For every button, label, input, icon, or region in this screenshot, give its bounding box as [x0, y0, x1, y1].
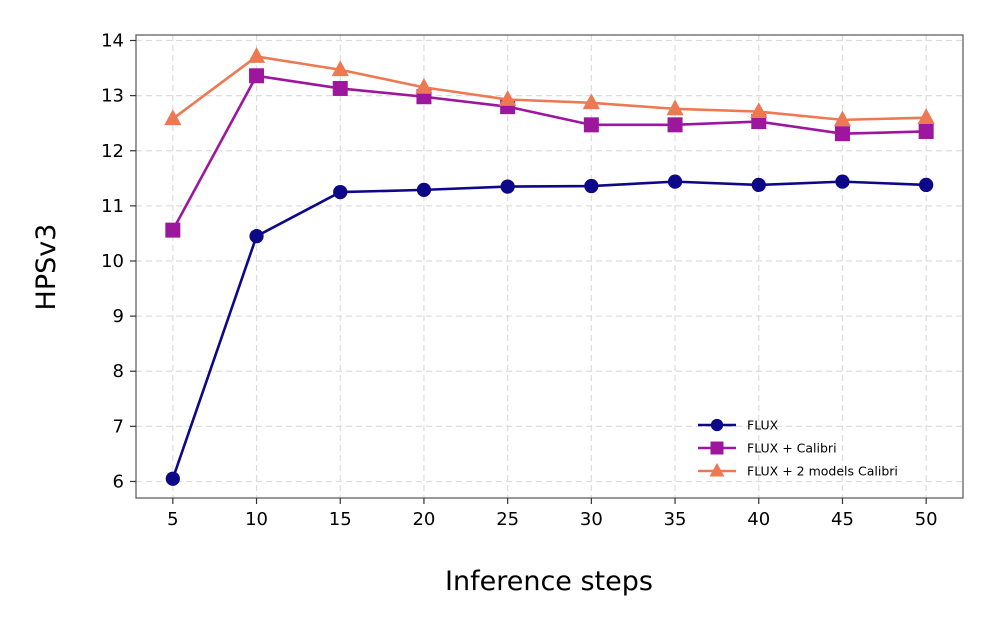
circle-marker	[333, 184, 348, 200]
triangle-marker	[709, 462, 725, 477]
x-tick-label: 35	[664, 509, 687, 530]
square-marker	[583, 117, 599, 133]
triangle-marker	[582, 93, 600, 110]
y-tick-label: 11	[101, 196, 124, 217]
triangle-marker	[499, 90, 517, 106]
square-marker	[249, 68, 265, 84]
triangle-marker	[833, 110, 852, 127]
circle-marker	[249, 229, 264, 244]
square-marker	[165, 222, 181, 238]
x-tick-label: 25	[496, 509, 519, 530]
circle-marker	[751, 177, 766, 193]
legend: FLUX FLUX + Calibri FLUX + 2 models Calibr…	[698, 418, 898, 479]
x-tick-label: 20	[412, 509, 435, 530]
circle-marker	[165, 471, 180, 486]
square-marker	[332, 80, 348, 96]
x-tick-label: 50	[915, 509, 938, 530]
circle-marker	[667, 174, 683, 189]
triangle-marker	[415, 77, 433, 94]
x-tick-label: 15	[329, 509, 352, 530]
y-tick-label: 10	[101, 251, 124, 272]
legend-label: FLUX + 2 models Calibri	[747, 464, 898, 479]
x-tick-label: 45	[831, 509, 854, 530]
x-tick-label: 40	[747, 509, 770, 530]
y-tick-label: 8	[113, 361, 124, 382]
triangle-marker	[331, 60, 349, 77]
y-axis-label: HPSv3	[31, 224, 62, 311]
triangle-marker	[164, 109, 182, 126]
legend-label: FLUX	[747, 418, 779, 433]
x-axis-label: Inference steps	[445, 566, 653, 597]
x-tick-label: 30	[580, 509, 603, 530]
triangle-marker	[666, 99, 684, 116]
y-tick-label: 9	[113, 306, 124, 327]
triangle-marker	[917, 108, 935, 125]
series-line	[172, 55, 927, 122]
y-tick-label: 6	[113, 471, 124, 492]
legend-item: FLUX + Calibri	[698, 441, 837, 456]
series-line	[171, 74, 927, 231]
y-tick-label: 13	[101, 86, 124, 107]
triangle-marker	[247, 47, 266, 63]
legend-item: FLUX + 2 models Calibri	[698, 462, 898, 479]
y-tick-label: 14	[101, 31, 124, 52]
legend-item: FLUX	[698, 418, 779, 433]
grid	[136, 35, 963, 498]
square-marker	[918, 123, 934, 139]
x-tick-label: 10	[245, 509, 268, 530]
circle-marker	[710, 418, 724, 432]
circle-marker	[500, 179, 515, 194]
circle-marker	[416, 182, 432, 198]
triangle-marker	[750, 102, 768, 118]
y-tick-label: 7	[113, 416, 124, 437]
series-group	[164, 47, 935, 486]
circle-marker	[835, 174, 850, 189]
square-marker	[834, 126, 850, 142]
circle-marker	[919, 177, 934, 193]
circle-marker	[584, 178, 599, 194]
series-flux-calibri	[165, 68, 934, 238]
series-flux	[165, 174, 934, 486]
legend-label: FLUX + Calibri	[747, 441, 837, 456]
y-tick-label: 12	[101, 141, 124, 162]
x-tick-label: 5	[167, 509, 178, 530]
x-axis: 5 10 15 20 25 30 35 40 45 50	[167, 498, 938, 530]
y-axis: 6 7 8 9 10 11 12 13 14	[101, 31, 136, 492]
square-marker	[667, 117, 683, 133]
plot-frame	[135, 34, 964, 499]
series-line	[171, 180, 927, 480]
square-marker	[710, 441, 724, 455]
series-flux-2-models-calibri	[164, 47, 935, 127]
